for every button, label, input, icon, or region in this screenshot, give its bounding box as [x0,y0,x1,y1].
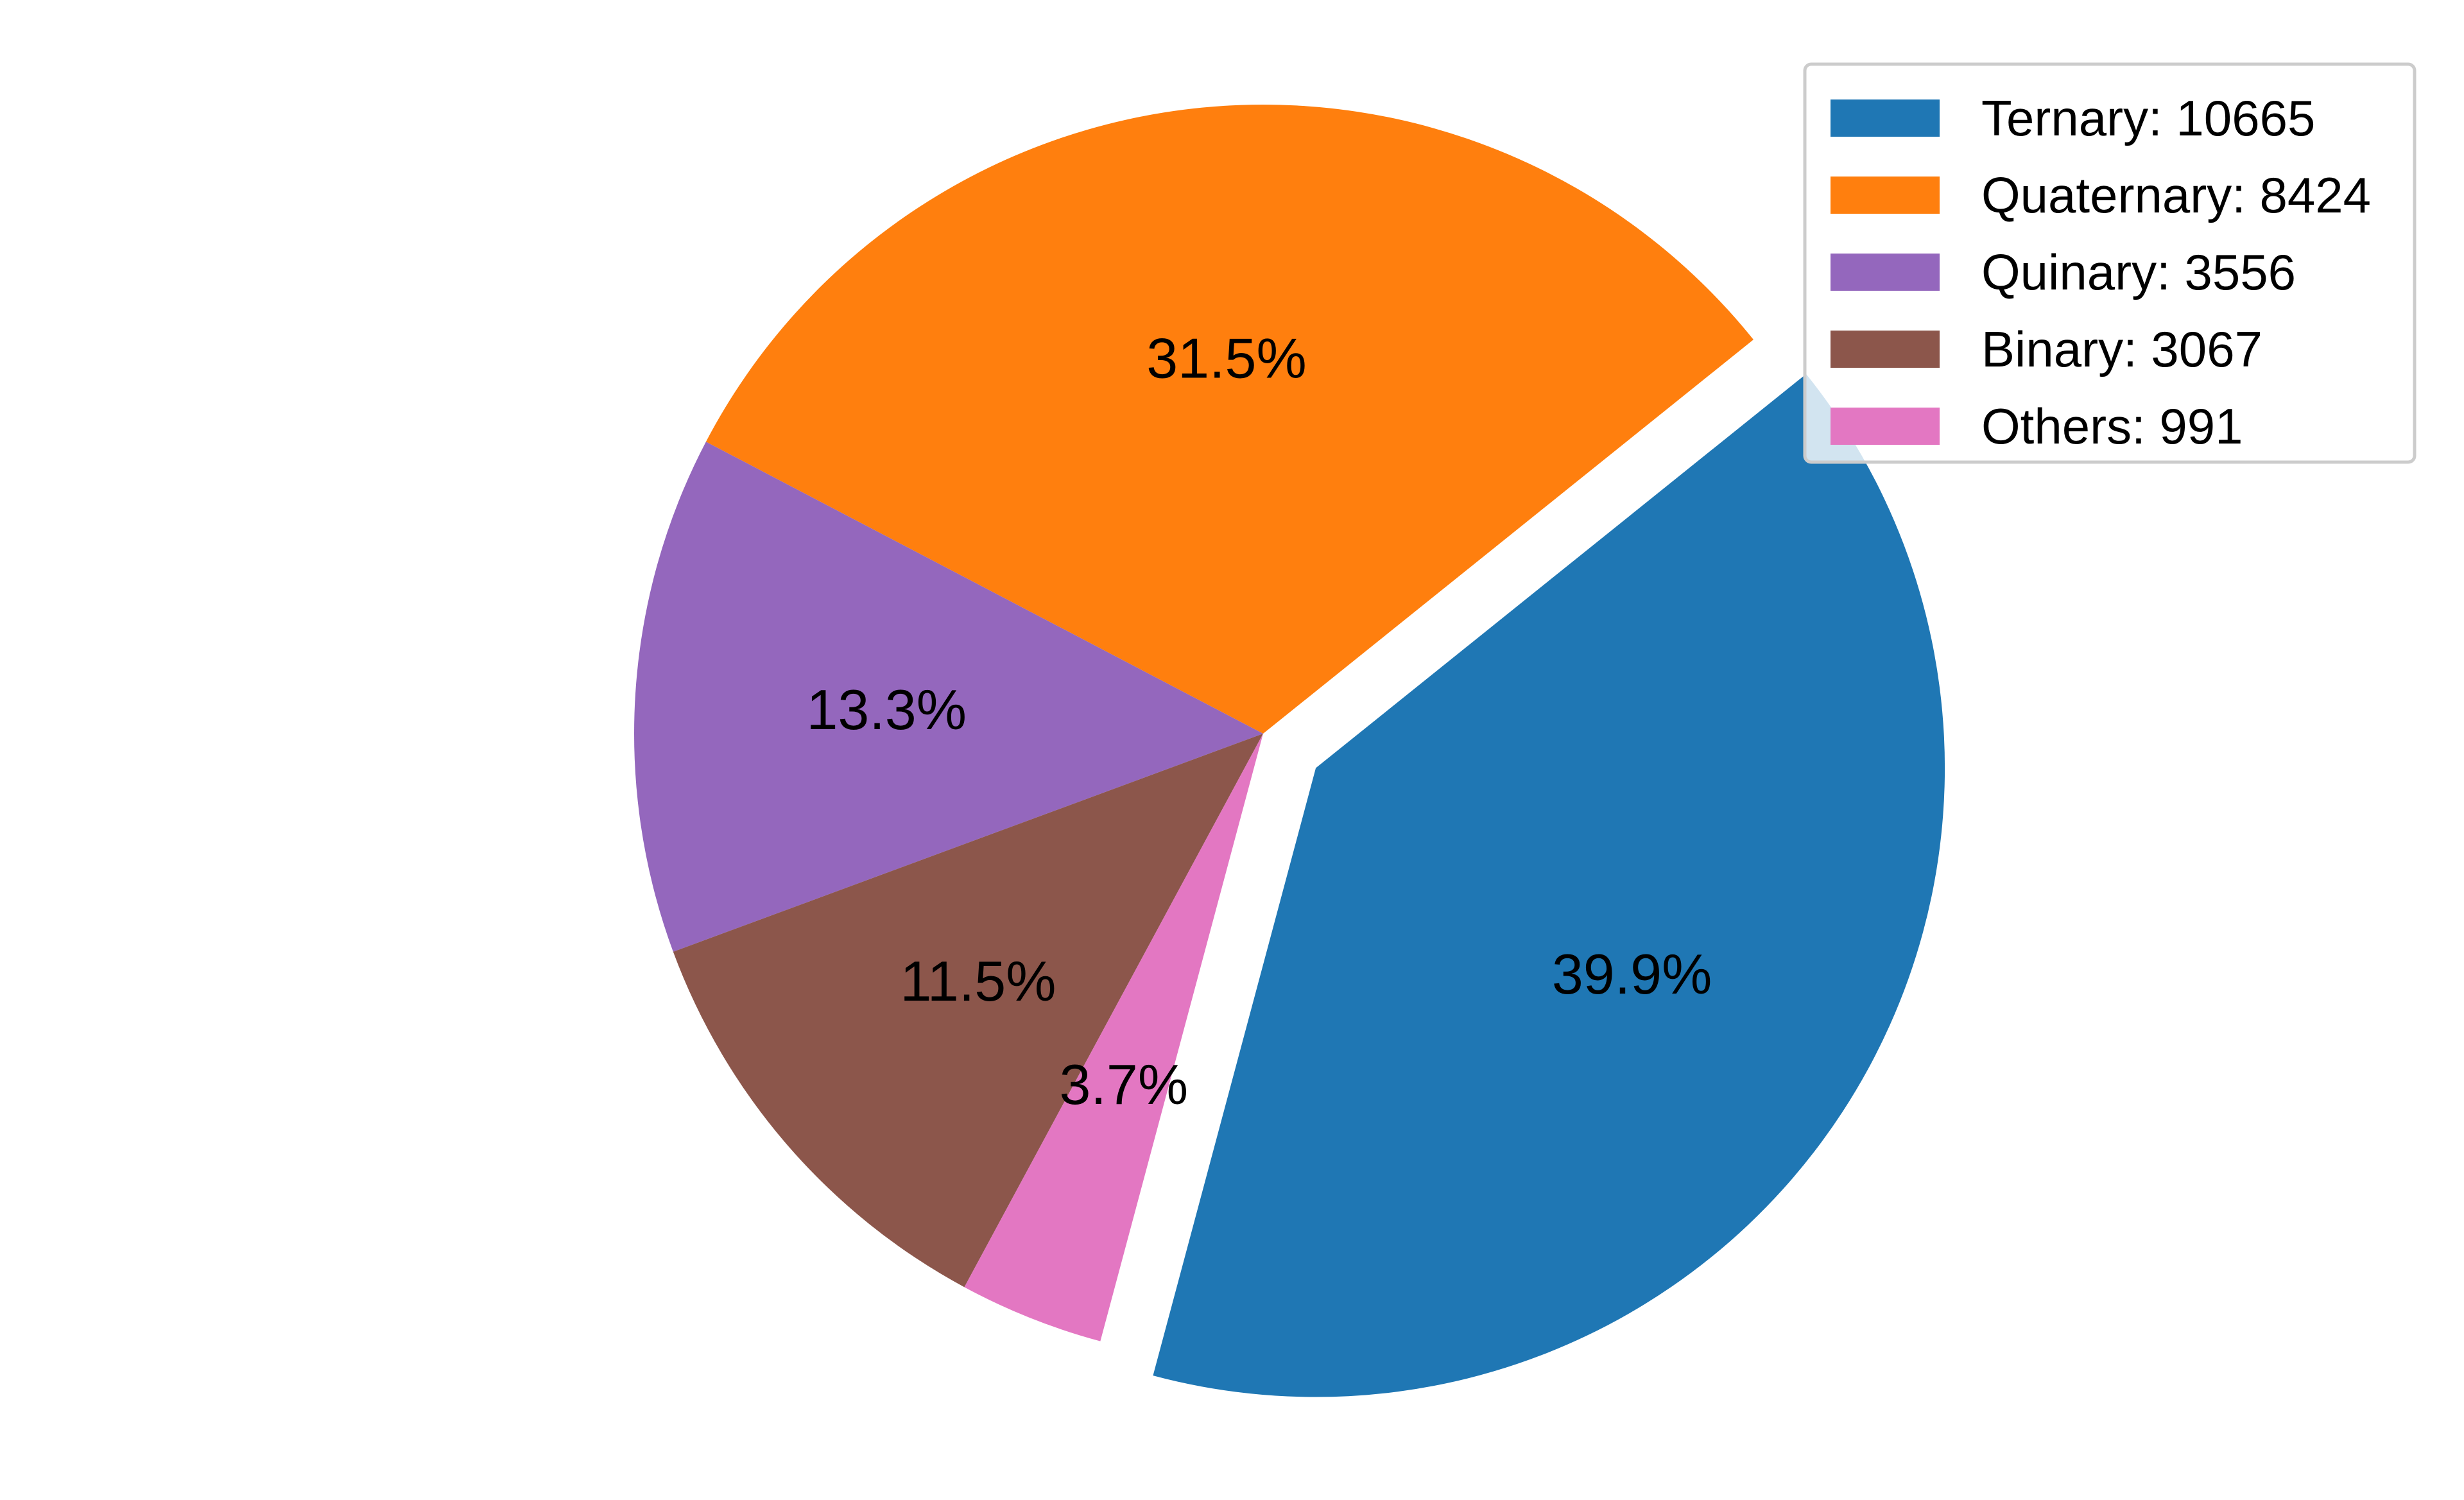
legend-swatch-quinary [1831,254,1940,291]
legend-frame [1803,62,2417,464]
legend-items: Ternary: 10665 Quaternary: 8424 Quinary: 3… [1831,90,2371,454]
pie-slice-quaternary [705,104,1753,734]
percent-label-quaternary: 31.5% [1146,326,1307,390]
legend-label-quaternary: Quaternary: 8424 [1981,167,2371,223]
percent-label-binary: 11.5% [900,949,1056,1013]
percent-label-ternary: 39.9% [1552,942,1712,1006]
legend-label-ternary: Ternary: 10665 [1981,90,2315,146]
legend: Ternary: 10665 Quaternary: 8424 Quinary: 3… [1803,62,2417,464]
percent-label-quinary: 13.3% [806,678,967,741]
legend-label-binary: Binary: 3067 [1981,321,2262,377]
legend-swatch-binary [1831,331,1940,368]
pie-slices [634,104,1945,1397]
legend-label-quinary: Quinary: 3556 [1981,244,2296,300]
pie-slice-others [964,734,1263,1341]
legend-swatch-ternary [1831,99,1940,137]
pie-slice-ternary [1153,374,1945,1397]
pie-percent-labels: 39.9% 31.5% 13.3% 11.5%3.7% [806,326,1712,1116]
percent-label-others: 3.7% [1059,1053,1188,1116]
legend-label-others: Others: 991 [1981,398,2243,454]
pie-slice-quinary [634,442,1263,952]
pie-slice-binary [673,734,1263,1288]
legend-swatch-others [1831,408,1940,445]
legend-swatch-quaternary [1831,177,1940,214]
